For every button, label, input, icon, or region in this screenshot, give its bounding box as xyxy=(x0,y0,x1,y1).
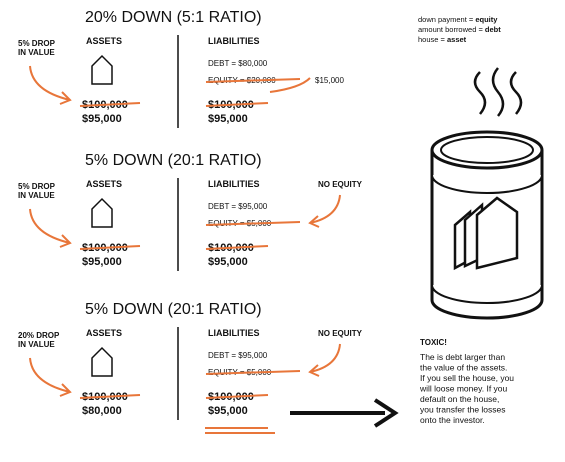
legend-text: amount borrowed = xyxy=(418,25,485,34)
strike xyxy=(205,78,301,83)
toxic-line: default on the house, xyxy=(420,394,499,404)
underline xyxy=(205,427,275,434)
liabilities-label: LIABILITIES xyxy=(208,328,260,338)
no-equity-arrow xyxy=(308,194,341,228)
no-equity: NO EQUITY xyxy=(318,180,363,189)
assets-new: $80,000 xyxy=(82,405,122,417)
assets-new: $95,000 xyxy=(82,256,122,268)
liabilities-label: LIABILITIES xyxy=(208,36,260,46)
toxic-title: TOXIC! xyxy=(420,338,447,347)
legend-bold: equity xyxy=(475,15,498,24)
house-icon xyxy=(91,197,113,228)
toxic-line: The is debt larger than xyxy=(420,352,505,362)
liab-new: $95,000 xyxy=(208,256,248,268)
panel-title: 5% DOWN (20:1 RATIO) xyxy=(85,301,262,318)
note-arrow xyxy=(29,357,72,397)
note: 5% DROP xyxy=(18,39,56,48)
no-equity: NO EQUITY xyxy=(318,329,363,338)
strike xyxy=(79,245,141,250)
steam xyxy=(473,67,523,117)
debt: DEBT = $80,000 xyxy=(208,59,268,68)
toxic-line: If you sell the house, you xyxy=(420,373,514,383)
note: IN VALUE xyxy=(18,340,55,349)
strike xyxy=(205,102,269,107)
note: 5% DROP xyxy=(18,182,56,191)
arrow xyxy=(290,398,399,428)
house-icon xyxy=(91,346,113,377)
note: IN VALUE xyxy=(18,48,55,57)
toxic-line: onto the investor. xyxy=(420,415,485,425)
note: 20% DROP xyxy=(18,331,60,340)
assets-label: ASSETS xyxy=(86,328,122,338)
toxic-line: will loose money. If you xyxy=(419,384,508,394)
note: IN VALUE xyxy=(18,191,55,200)
legend-text: house = xyxy=(418,35,447,44)
panel-title: 20% DOWN (5:1 RATIO) xyxy=(85,9,262,26)
legend-line: down payment = equity xyxy=(418,15,498,24)
strike xyxy=(205,370,301,375)
house-icon xyxy=(91,54,113,85)
liab-new: $95,000 xyxy=(208,113,248,125)
legend-line: house = asset xyxy=(418,35,467,44)
can xyxy=(430,130,544,320)
equity-arrow xyxy=(269,77,311,93)
strike xyxy=(205,394,269,399)
strike xyxy=(205,245,269,250)
assets-label: ASSETS xyxy=(86,36,122,46)
legend-bold: asset xyxy=(447,35,467,44)
assets-label: ASSETS xyxy=(86,179,122,189)
liab-new: $95,000 xyxy=(208,405,248,417)
strike xyxy=(79,102,141,107)
strike xyxy=(205,221,301,226)
liabilities-label: LIABILITIES xyxy=(208,179,260,189)
assets-new: $95,000 xyxy=(82,113,122,125)
note-arrow xyxy=(29,208,72,248)
equity-new: $15,000 xyxy=(315,76,344,85)
note-arrow xyxy=(29,65,72,105)
debt: DEBT = $95,000 xyxy=(208,202,268,211)
panel-title: 5% DOWN (20:1 RATIO) xyxy=(85,152,262,169)
legend-text: down payment = xyxy=(418,15,475,24)
debt: DEBT = $95,000 xyxy=(208,351,268,360)
legend-line: amount borrowed = debt xyxy=(418,25,501,34)
no-equity-arrow xyxy=(308,343,341,377)
toxic-line: you transfer the losses xyxy=(420,405,506,415)
legend-bold: debt xyxy=(485,25,501,34)
strike xyxy=(79,394,141,399)
toxic-line: the value of the assets. xyxy=(420,363,507,373)
